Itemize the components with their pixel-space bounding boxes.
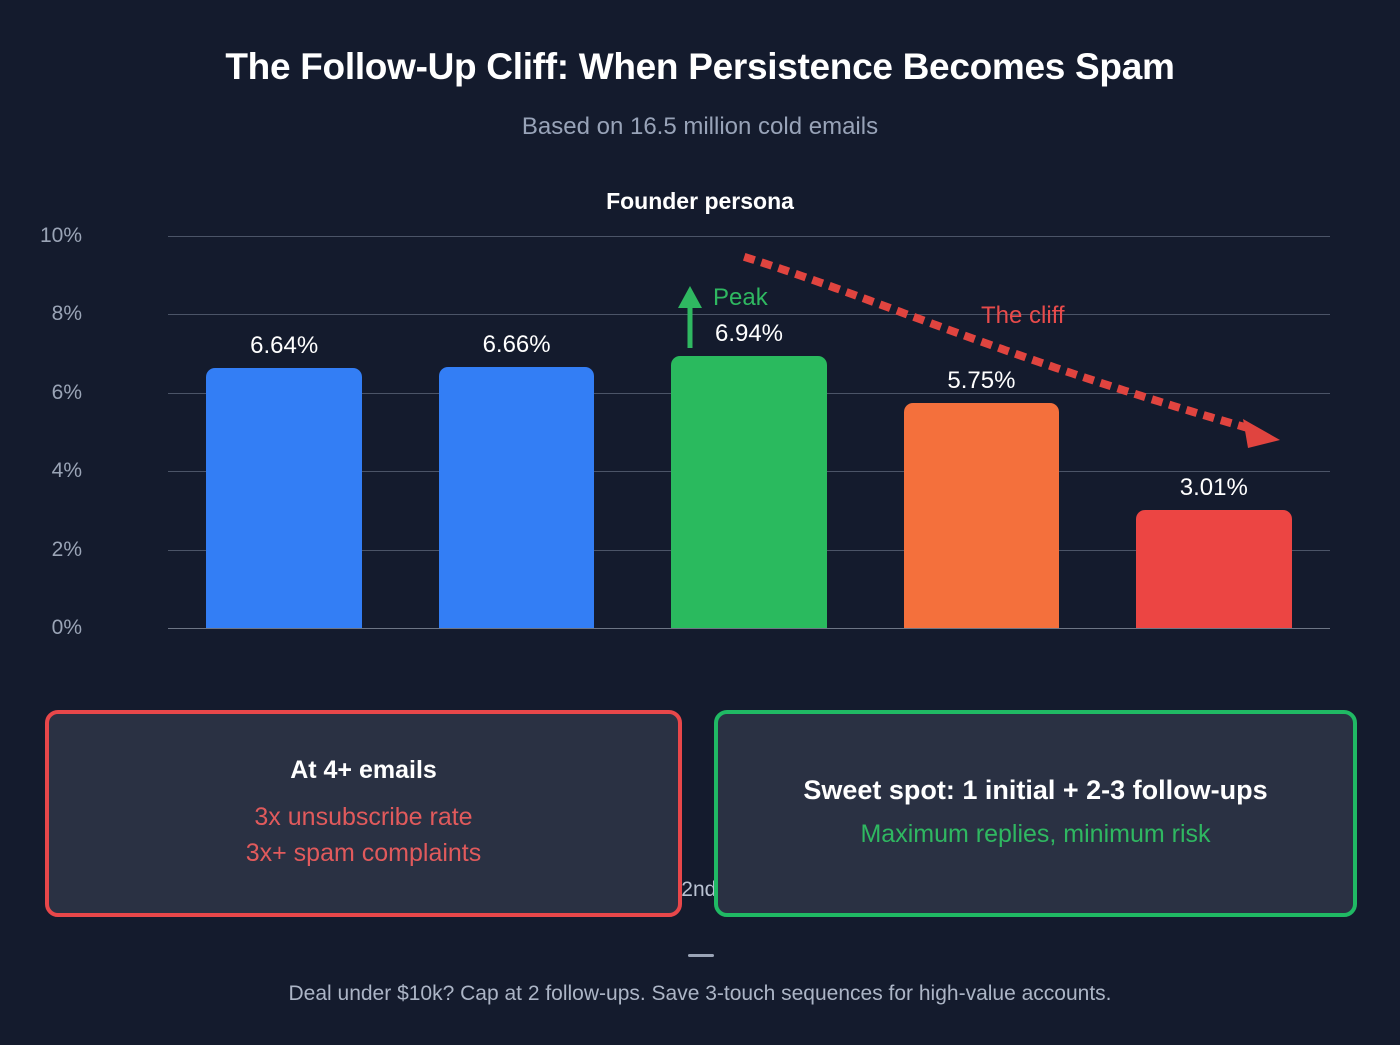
y-axis-tick-label: 6%	[51, 380, 82, 404]
y-axis-tick-label: 2%	[51, 537, 82, 561]
positive-callout-line-1: Maximum replies, minimum risk	[860, 820, 1211, 848]
bar-value-label: 6.94%	[714, 319, 784, 347]
y-axis-tick-label: 4%	[51, 459, 82, 483]
y-axis-tick-label: 0%	[51, 616, 82, 639]
gridline	[168, 628, 1330, 629]
cliff-annotation-label: The cliff	[981, 302, 1065, 329]
bar-value-label: 5.75%	[947, 366, 1016, 394]
y-axis-tick-label: 10%	[39, 224, 82, 247]
y-axis-tick-label: 8%	[51, 302, 82, 326]
footer-note: Deal under $10k? Cap at 2 follow-ups. Sa…	[288, 982, 1112, 1005]
bar-4[interactable]	[903, 402, 1060, 628]
bar-1[interactable]	[206, 367, 363, 628]
peak-annotation-label: Peak	[713, 284, 768, 311]
page-subtitle: Based on 16.5 million cold emails	[521, 113, 879, 140]
page-title: The Follow-Up Cliff: When Persistence Be…	[225, 46, 1175, 87]
bar-chart: Reply Rate 0%2%4%6%8%10%6.64%Initial6.66…	[40, 224, 1330, 901]
warning-callout: At 4+ emails 3x unsubscribe rate 3x+ spa…	[45, 710, 682, 917]
bar-3[interactable]	[671, 355, 827, 628]
positive-callout: Sweet spot: 1 initial + 2-3 follow-ups M…	[714, 710, 1357, 917]
gridline	[168, 236, 1330, 237]
bar-value-label: 6.64%	[250, 331, 319, 359]
bar-value-label: 3.01%	[1179, 474, 1248, 501]
footer-divider	[688, 954, 714, 957]
positive-callout-heading: Sweet spot: 1 initial + 2-3 follow-ups	[803, 775, 1268, 805]
gridline	[168, 314, 1330, 316]
warning-callout-line-1: 3x unsubscribe rate	[254, 803, 473, 831]
warning-callout-heading: At 4+ emails	[290, 756, 437, 784]
warning-callout-line-2: 3x+ spam complaints	[245, 839, 482, 867]
bar-5[interactable]	[1135, 510, 1292, 628]
bar-value-label: 6.66%	[482, 330, 551, 358]
chart-title: Founder persona	[606, 188, 794, 214]
bar-2[interactable]	[438, 366, 595, 628]
plot-area: 0%2%4%6%8%10%6.64%Initial6.66%1st Follow…	[40, 224, 1330, 901]
